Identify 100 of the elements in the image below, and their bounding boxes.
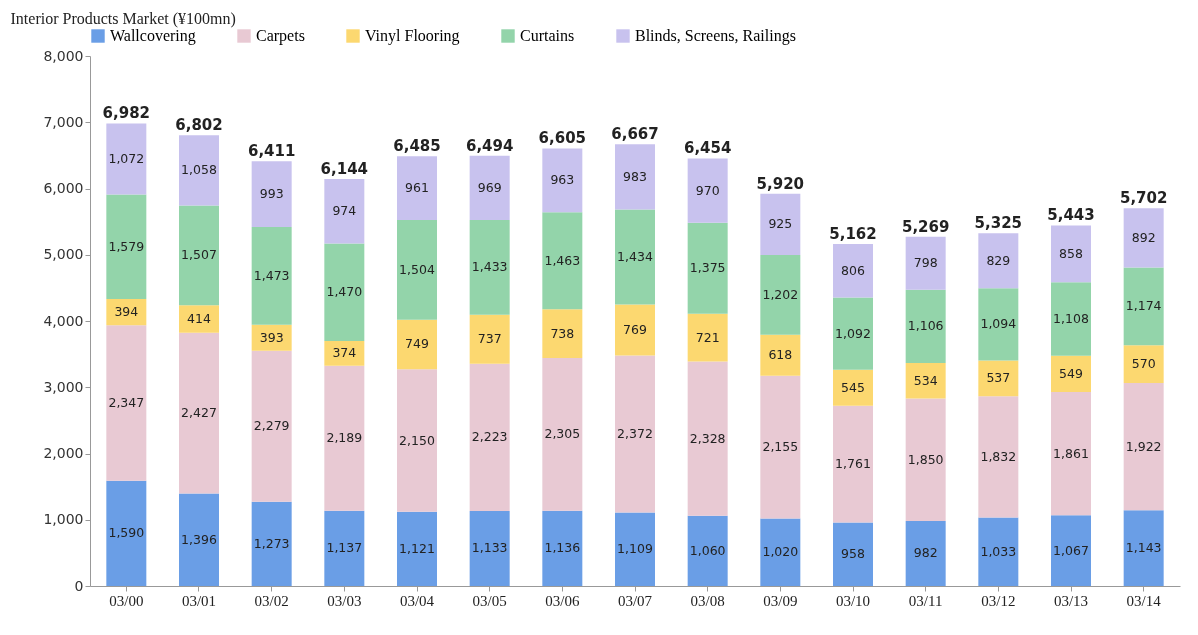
bar	[1123, 345, 1164, 383]
bar	[615, 512, 655, 586]
total-label: 6,982	[102, 104, 151, 123]
data-label: 1,067	[1053, 542, 1089, 558]
bar	[542, 309, 583, 359]
bar	[324, 340, 365, 366]
data-label: 983	[623, 168, 647, 184]
data-label: 1,137	[326, 540, 363, 556]
data-label: 545	[841, 379, 865, 395]
data-label: 1,058	[181, 162, 217, 178]
bar	[542, 212, 583, 310]
bar	[833, 405, 873, 523]
data-label: 2,427	[181, 405, 217, 421]
bar	[1123, 510, 1164, 586]
bar	[179, 135, 219, 206]
total-label: 6,454	[683, 139, 732, 158]
bar	[251, 161, 292, 228]
data-label: 1,033	[980, 543, 1017, 559]
total-label: 5,325	[974, 214, 1023, 233]
bar	[978, 517, 1019, 586]
bar	[106, 123, 147, 195]
legend-label: Wallcovering	[110, 27, 196, 45]
data-label: 1,072	[108, 150, 145, 166]
x-tick-label: 03/02	[254, 592, 289, 609]
data-label: 1,060	[689, 542, 726, 558]
bar	[179, 205, 219, 306]
y-tick-label: 0	[74, 577, 84, 594]
bar	[978, 288, 1019, 361]
bar	[106, 194, 147, 300]
bar	[833, 522, 873, 586]
bar	[687, 361, 728, 516]
y-tick-label: 6,000	[43, 180, 84, 196]
data-label: 1,579	[108, 238, 145, 254]
bar	[324, 510, 365, 586]
bar	[397, 369, 437, 512]
legend-label: Blinds, Screens, Railings	[635, 27, 796, 45]
data-label: 374	[332, 345, 357, 361]
x-tick-label: 03/13	[1053, 592, 1089, 609]
bar	[978, 396, 1019, 518]
data-label: 858	[1059, 245, 1083, 261]
total-label: 6,494	[465, 136, 514, 155]
total-label: 5,920	[756, 174, 805, 193]
x-tick-label: 03/09	[763, 592, 798, 609]
data-label: 982	[913, 545, 938, 561]
data-label: 1,143	[1125, 540, 1162, 556]
x-tick-label: 03/01	[181, 592, 217, 609]
data-label: 618	[768, 347, 793, 363]
bar	[687, 515, 728, 586]
data-label: 963	[550, 172, 575, 188]
bar	[1123, 267, 1164, 346]
bar	[469, 363, 510, 511]
x-tick-label: 03/10	[835, 592, 871, 609]
bar	[905, 289, 946, 363]
bar	[397, 220, 437, 320]
data-label: 1,507	[181, 247, 217, 263]
data-label: 1,850	[907, 451, 944, 467]
data-label: 993	[259, 186, 284, 202]
total-label: 6,485	[393, 137, 441, 156]
bar	[324, 178, 365, 244]
x-tick-label: 03/05	[472, 592, 507, 609]
data-label: 892	[1131, 229, 1156, 245]
data-label: 806	[841, 262, 865, 278]
total-label: 6,144	[320, 159, 369, 178]
x-tick-label: 03/00	[109, 592, 144, 609]
y-tick-label: 2,000	[43, 445, 84, 461]
bar	[760, 255, 801, 335]
bar	[397, 319, 437, 370]
total-label: 5,162	[829, 225, 877, 244]
data-label: 1,273	[253, 535, 290, 551]
data-label: 958	[841, 546, 865, 562]
bar	[397, 156, 437, 221]
data-label: 1,832	[980, 448, 1017, 464]
data-label: 1,434	[617, 248, 653, 264]
bar	[324, 243, 365, 341]
bar	[469, 155, 510, 220]
bar	[978, 360, 1019, 397]
total-label: 5,702	[1119, 189, 1168, 208]
total-label: 6,667	[611, 125, 659, 144]
bar	[1051, 515, 1091, 586]
data-label: 2,279	[253, 418, 290, 434]
bar	[469, 510, 510, 586]
x-tick-label: 03/06	[545, 592, 580, 609]
bar	[687, 222, 728, 314]
data-label: 1,174	[1125, 298, 1162, 314]
data-label: 393	[259, 329, 284, 345]
bar	[760, 518, 801, 586]
y-tick-label: 4,000	[43, 312, 84, 329]
data-label: 2,223	[471, 429, 508, 445]
data-label: 2,150	[399, 432, 435, 448]
data-label: 969	[477, 179, 502, 195]
data-label: 738	[550, 325, 575, 341]
data-label: 537	[986, 370, 1011, 386]
data-label: 1,590	[108, 525, 145, 541]
data-label: 1,108	[1053, 310, 1089, 326]
data-label: 1,202	[762, 286, 799, 302]
data-label: 549	[1059, 365, 1083, 381]
data-label: 1,470	[326, 284, 363, 300]
bar	[179, 332, 219, 494]
total-label: 6,605	[538, 129, 587, 148]
bar	[833, 297, 873, 370]
